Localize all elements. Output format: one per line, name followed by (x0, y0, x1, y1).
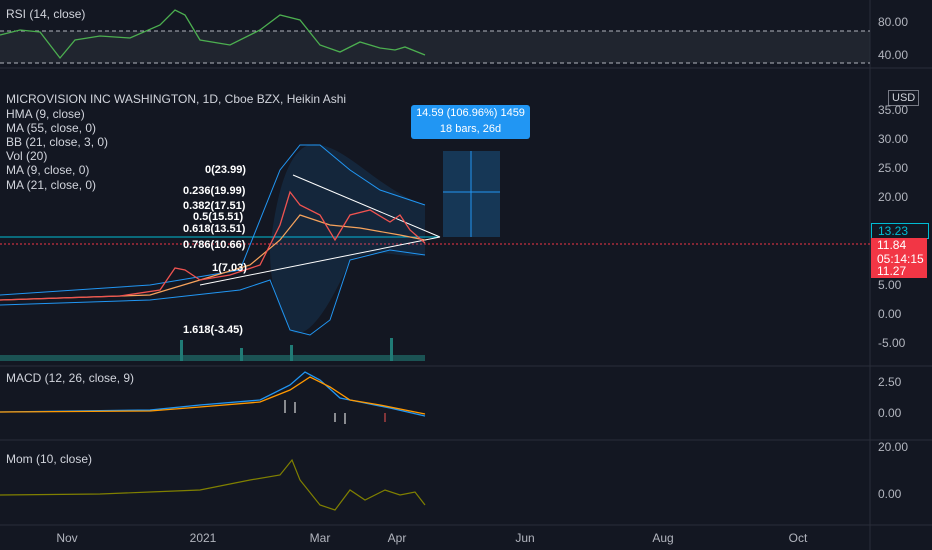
alert-badge: 13.23 (871, 223, 929, 239)
macd-tick: 0.00 (878, 406, 902, 420)
price-tick: 35.00 (878, 103, 909, 117)
measure-text: 14.59 (106.96%) 1459 (416, 107, 525, 119)
symbol-title: MICROVISION INC WASHINGTON, 1D, Cboe BZX… (6, 92, 347, 106)
macd-hist (284, 400, 386, 424)
countdown-badge: 05:14:15 (871, 252, 927, 266)
x-label: Apr (387, 531, 407, 545)
macd-title: MACD (12, 26, close, 9) (6, 371, 135, 385)
mom-tick: 0.00 (878, 487, 902, 501)
fib-label: 0.5(15.51) (193, 211, 244, 223)
x-label: Mar (309, 531, 331, 545)
mom-line (0, 458, 426, 511)
price-tick: 0.00 (878, 307, 902, 321)
price-tick: 5.00 (878, 278, 902, 292)
price-candles (0, 190, 426, 301)
indicator: MA (55, close, 0) (6, 121, 97, 135)
bb-lower (0, 249, 426, 336)
currency: USD (888, 90, 920, 106)
x-label: Nov (56, 531, 78, 545)
price-tick: 30.00 (878, 132, 909, 146)
fib-label: 0.786(10.66) (183, 239, 246, 251)
rsi-band (0, 31, 870, 63)
price-tick: -5.00 (878, 336, 906, 350)
volume-bars (0, 338, 425, 361)
signal-line (0, 376, 426, 415)
fib-label: 1(7.03) (212, 262, 247, 274)
mom-title: Mom (10, close) (6, 452, 93, 466)
rsi-title: RSI (14, close) (6, 7, 86, 21)
macd-line (0, 371, 426, 417)
x-label: Oct (788, 531, 808, 545)
trend-lower (199, 236, 441, 286)
bollinger-fill (270, 144, 425, 334)
ma-line (0, 214, 426, 301)
indicator: MA (9, close, 0) (6, 163, 90, 177)
rsi-tick: 80.00 (878, 15, 909, 29)
fib-label: 0.236(19.99) (183, 185, 246, 197)
rsi-tick: 40.00 (878, 48, 909, 62)
bb-upper (0, 144, 426, 296)
fib-label: 1.618(-3.45) (183, 324, 243, 336)
x-label: Jun (515, 531, 535, 545)
measure-text: 18 bars, 26d (439, 123, 502, 135)
x-label: Aug (652, 531, 674, 545)
macd-tick: 2.50 (878, 375, 902, 389)
fib-label: 0.382(17.51) (183, 200, 246, 212)
price-tick: 20.00 (878, 190, 909, 204)
x-label: 2021 (189, 531, 217, 545)
fib-label: 0.618(13.51) (183, 223, 246, 235)
measure-box (411, 105, 530, 139)
low-badge: 11.27 (871, 264, 927, 278)
trend-upper (292, 174, 441, 238)
indicator: Vol (20) (6, 149, 48, 163)
price-tick: 25.00 (878, 161, 909, 175)
rsi-line (0, 9, 426, 60)
indicator: HMA (9, close) (6, 107, 85, 121)
mom-tick: 20.00 (878, 440, 909, 454)
indicator: BB (21, close, 3, 0) (6, 135, 109, 149)
indicator: MA (21, close, 0) (6, 178, 97, 192)
price-badge: 11.84 (871, 238, 927, 252)
fib-label: 0(23.99) (205, 164, 246, 176)
